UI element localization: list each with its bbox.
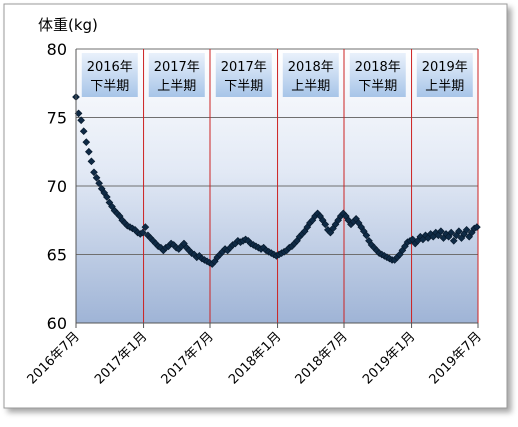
data-point — [447, 228, 456, 237]
period-half-label: 下半期 — [90, 79, 129, 94]
period-label-box — [81, 53, 138, 97]
y-tick-label: 60 — [47, 314, 67, 333]
y-tick-label: 80 — [47, 40, 67, 59]
data-point — [82, 138, 91, 146]
data-point — [138, 228, 147, 237]
data-point — [87, 157, 96, 166]
data-point — [141, 223, 150, 231]
period-year-label: 2017年 — [154, 60, 200, 75]
data-point — [92, 173, 101, 182]
period-half-label: 下半期 — [358, 79, 397, 94]
data-point — [321, 220, 330, 229]
y-tick-labels: 60 65 70 75 80 — [47, 40, 67, 333]
period-year-label: 2017年 — [221, 60, 267, 75]
data-point — [79, 127, 88, 136]
y-axis-title: 体重(kg) — [38, 16, 98, 34]
period-label-box — [416, 53, 473, 97]
period-half-label: 上半期 — [425, 79, 464, 94]
period-half-label: 上半期 — [291, 79, 330, 94]
data-point — [462, 226, 471, 234]
y-tick-label: 75 — [47, 109, 67, 128]
period-year-label: 2019年 — [422, 60, 468, 75]
period-year-label: 2018年 — [288, 60, 334, 75]
y-tick-label: 70 — [47, 177, 67, 196]
data-point — [455, 227, 463, 236]
period-label-box — [215, 53, 272, 97]
period-year-label: 2016年 — [87, 60, 133, 75]
data-point — [473, 223, 481, 231]
period-year-label: 2018年 — [355, 60, 401, 75]
data-point — [90, 168, 98, 177]
period-label-box — [148, 53, 205, 97]
period-half-label: 下半期 — [224, 79, 263, 94]
data-point — [449, 236, 458, 245]
data-point — [85, 147, 93, 156]
data-point — [95, 179, 103, 188]
period-label-box — [282, 53, 339, 97]
data-point — [437, 227, 445, 236]
period-half-label: 上半期 — [157, 79, 196, 94]
data-point — [103, 193, 111, 201]
period-dividers — [143, 49, 479, 323]
data-point — [362, 231, 371, 240]
data-points — [72, 93, 481, 268]
period-label-box — [349, 53, 406, 97]
data-point — [77, 116, 85, 125]
y-tick-label: 65 — [47, 246, 67, 265]
